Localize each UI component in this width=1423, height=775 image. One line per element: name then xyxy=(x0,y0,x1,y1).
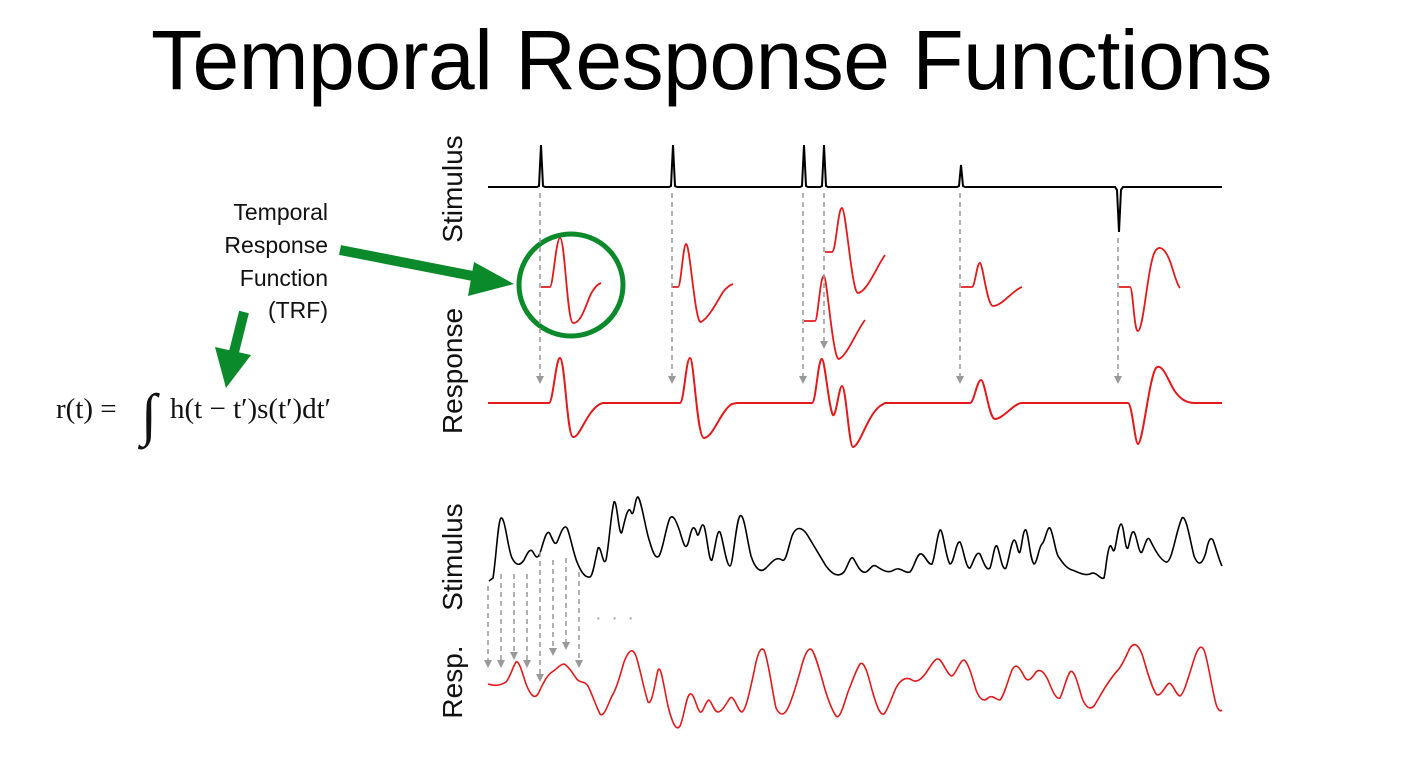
trf-copy-1 xyxy=(541,237,602,324)
trf-copy-4 xyxy=(804,275,866,360)
trf-copy-5 xyxy=(961,262,1023,307)
bottom-stimulus-label: Stimulus xyxy=(437,503,468,610)
bottom-response-label: Resp. xyxy=(437,645,468,718)
convolution-equation: r(t) = ∫ h(t − t′)s(t′)dt′ xyxy=(56,382,331,450)
slide-title: Temporal Response Functions xyxy=(150,13,1273,107)
bottom-stimulus-trace xyxy=(488,496,1223,582)
green-arrow-to-equation xyxy=(215,310,251,388)
top-response-label: Response xyxy=(437,308,468,434)
equation-rhs: h(t − t′)s(t′)dt′ xyxy=(170,393,331,425)
top-stimulus-trace xyxy=(488,144,1222,233)
individual-trf-responses xyxy=(541,207,1181,360)
top-stimulus-label: Stimulus xyxy=(437,135,468,242)
trf-copy-6 xyxy=(1119,247,1181,332)
trf-label-line-4: (TRF) xyxy=(268,297,328,323)
top-dashed-arrows xyxy=(536,193,1122,384)
trf-label-line-3: Function xyxy=(240,265,328,291)
trf-label-line-2: Response xyxy=(224,232,328,258)
bottom-response-trace xyxy=(487,643,1223,729)
bottom-dashed-arrows xyxy=(484,552,583,682)
continuation-ellipsis: · · · xyxy=(595,607,636,629)
top-response-trace xyxy=(488,356,1222,449)
trf-copy-2 xyxy=(672,243,734,323)
trf-copy-3 xyxy=(825,207,886,294)
trf-annotation: Temporal Response Function (TRF) xyxy=(224,199,328,323)
green-arrow-to-trf xyxy=(339,245,514,296)
trf-highlight-circle xyxy=(516,231,626,339)
integral-sign: ∫ xyxy=(137,382,160,450)
equation-lhs: r(t) = xyxy=(56,393,117,425)
trf-label-line-1: Temporal xyxy=(233,199,328,225)
